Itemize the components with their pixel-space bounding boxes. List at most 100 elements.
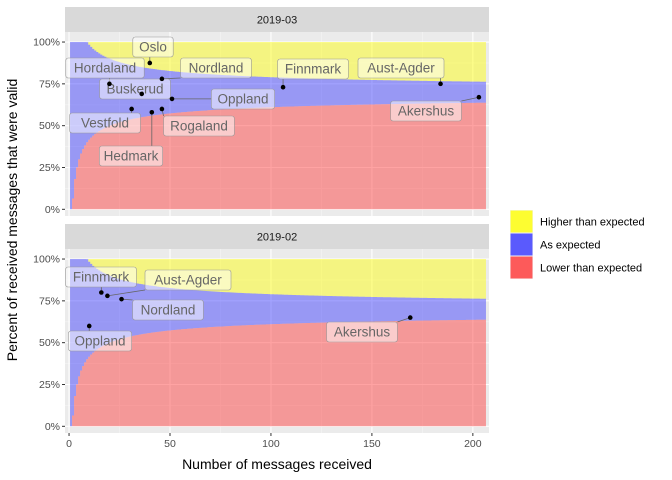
point-labels-bottom: Finnmark Aust-Agder Nordland Akershus Opplan… bbox=[65, 266, 411, 352]
band-higher-than-expected bbox=[70, 259, 486, 299]
point-label: Finnmark bbox=[65, 266, 137, 288]
point-label: Aust-Agder bbox=[144, 269, 232, 291]
point-label: Finnmark bbox=[277, 58, 349, 80]
point-label-text: Rogaland bbox=[170, 119, 228, 134]
data-point bbox=[139, 91, 145, 97]
data-point bbox=[149, 109, 155, 115]
legend: Higher than expected As expected Lower tha… bbox=[510, 210, 645, 279]
point-label-text: Oppland bbox=[217, 92, 268, 107]
data-point bbox=[119, 296, 124, 302]
x-tick-label: 100 bbox=[262, 438, 280, 450]
legend-item: As expected bbox=[510, 233, 601, 256]
point-label: Rogaland bbox=[163, 115, 235, 137]
y-axis-ticks-bottom: 0% 25% 50% 75% 100% bbox=[33, 254, 65, 433]
y-tick-label: 25% bbox=[39, 162, 60, 174]
point-label-text: Oppland bbox=[74, 334, 125, 349]
point-label-text: Nordland bbox=[189, 61, 244, 76]
point-label-text: Aust-Agder bbox=[367, 61, 435, 76]
strip-top bbox=[65, 7, 489, 32]
y-axis-ticks-top: 0% 25% 50% 75% 100% bbox=[33, 37, 65, 216]
y-tick-label: 50% bbox=[39, 120, 60, 132]
x-tick-label: 150 bbox=[363, 438, 381, 450]
point-label-box bbox=[277, 58, 349, 80]
point-label-text: Oslo bbox=[139, 40, 167, 55]
point-label-text: Aust-Agder bbox=[154, 273, 222, 288]
x-tick-label: 0 bbox=[66, 438, 72, 450]
point-label-text: Hedmark bbox=[104, 149, 159, 164]
point-label-text: Finnmark bbox=[285, 62, 342, 77]
strip-bottom bbox=[65, 224, 489, 249]
point-label-box bbox=[211, 88, 275, 110]
point-label-text: Hordaland bbox=[74, 61, 136, 76]
data-point bbox=[476, 94, 482, 100]
y-tick-label: 100% bbox=[33, 37, 60, 49]
point-label-text: Vestfold bbox=[81, 116, 129, 131]
label-leader-line bbox=[461, 96, 479, 102]
point-label-box bbox=[132, 299, 204, 321]
points-top bbox=[107, 60, 482, 115]
legend-swatch bbox=[510, 256, 533, 279]
point-label-box bbox=[180, 57, 252, 79]
band-as-expected bbox=[70, 42, 486, 210]
point-label: Nordland bbox=[180, 57, 252, 79]
point-label-box bbox=[132, 36, 174, 58]
point-label-text: Finnmark bbox=[73, 270, 130, 285]
legend-label: As expected bbox=[540, 240, 601, 252]
point-label: Akershus bbox=[326, 321, 398, 343]
point-label: Oslo bbox=[132, 36, 174, 58]
y-tick-label: 25% bbox=[39, 379, 60, 391]
data-point bbox=[159, 106, 165, 112]
point-label-box bbox=[326, 321, 398, 343]
points-bottom bbox=[86, 290, 413, 329]
data-point bbox=[105, 293, 110, 299]
y-tick-label: 75% bbox=[39, 78, 60, 90]
data-point bbox=[159, 76, 165, 82]
x-tick-label: 200 bbox=[464, 438, 482, 450]
label-leader-line bbox=[107, 289, 146, 297]
point-label-box bbox=[99, 145, 163, 167]
point-label: Hordaland bbox=[65, 57, 145, 79]
data-point bbox=[280, 84, 286, 90]
data-point bbox=[99, 290, 104, 295]
point-label-box bbox=[163, 115, 235, 137]
label-leader-line bbox=[161, 77, 181, 80]
band-lower-than-expected bbox=[70, 319, 486, 427]
point-label: Oppland bbox=[68, 330, 132, 352]
y-tick-label: 0% bbox=[45, 421, 60, 433]
y-axis-title: Percent of received messages that were v… bbox=[4, 79, 20, 361]
legend-item: Lower than expected bbox=[510, 256, 642, 279]
point-label-text: Nordland bbox=[141, 303, 196, 318]
legend-swatch bbox=[510, 210, 533, 233]
legend-item: Higher than expected bbox=[510, 210, 645, 233]
point-label-text: Buskerud bbox=[106, 82, 163, 97]
point-label: Vestfold bbox=[69, 112, 141, 134]
point-label: Aust-Agder bbox=[357, 57, 445, 79]
data-point bbox=[107, 81, 112, 87]
data-point bbox=[407, 315, 413, 320]
legend-label: Lower than expected bbox=[540, 263, 642, 275]
point-label-box bbox=[68, 330, 132, 352]
point-label: Hedmark bbox=[99, 145, 163, 167]
data-point bbox=[169, 96, 175, 102]
strip-label-top: 2019-03 bbox=[257, 15, 297, 27]
point-label-box bbox=[99, 78, 171, 100]
point-label-box bbox=[65, 266, 137, 288]
point-label-box bbox=[357, 57, 445, 79]
data-point bbox=[86, 323, 92, 329]
point-label-text: Akershus bbox=[398, 104, 455, 119]
point-label-box bbox=[390, 100, 462, 122]
point-label-box bbox=[65, 57, 145, 79]
point-label: Akershus bbox=[390, 100, 462, 122]
x-axis-ticks: 0 50 100 150 200 bbox=[66, 433, 482, 450]
x-tick-label: 50 bbox=[164, 438, 176, 450]
legend-label: Higher than expected bbox=[540, 217, 645, 229]
data-point bbox=[129, 106, 134, 112]
point-label: Oppland bbox=[211, 88, 275, 110]
data-point bbox=[147, 60, 153, 66]
legend-swatch bbox=[510, 233, 533, 256]
y-tick-label: 100% bbox=[33, 254, 60, 266]
point-label-text: Akershus bbox=[334, 325, 391, 340]
